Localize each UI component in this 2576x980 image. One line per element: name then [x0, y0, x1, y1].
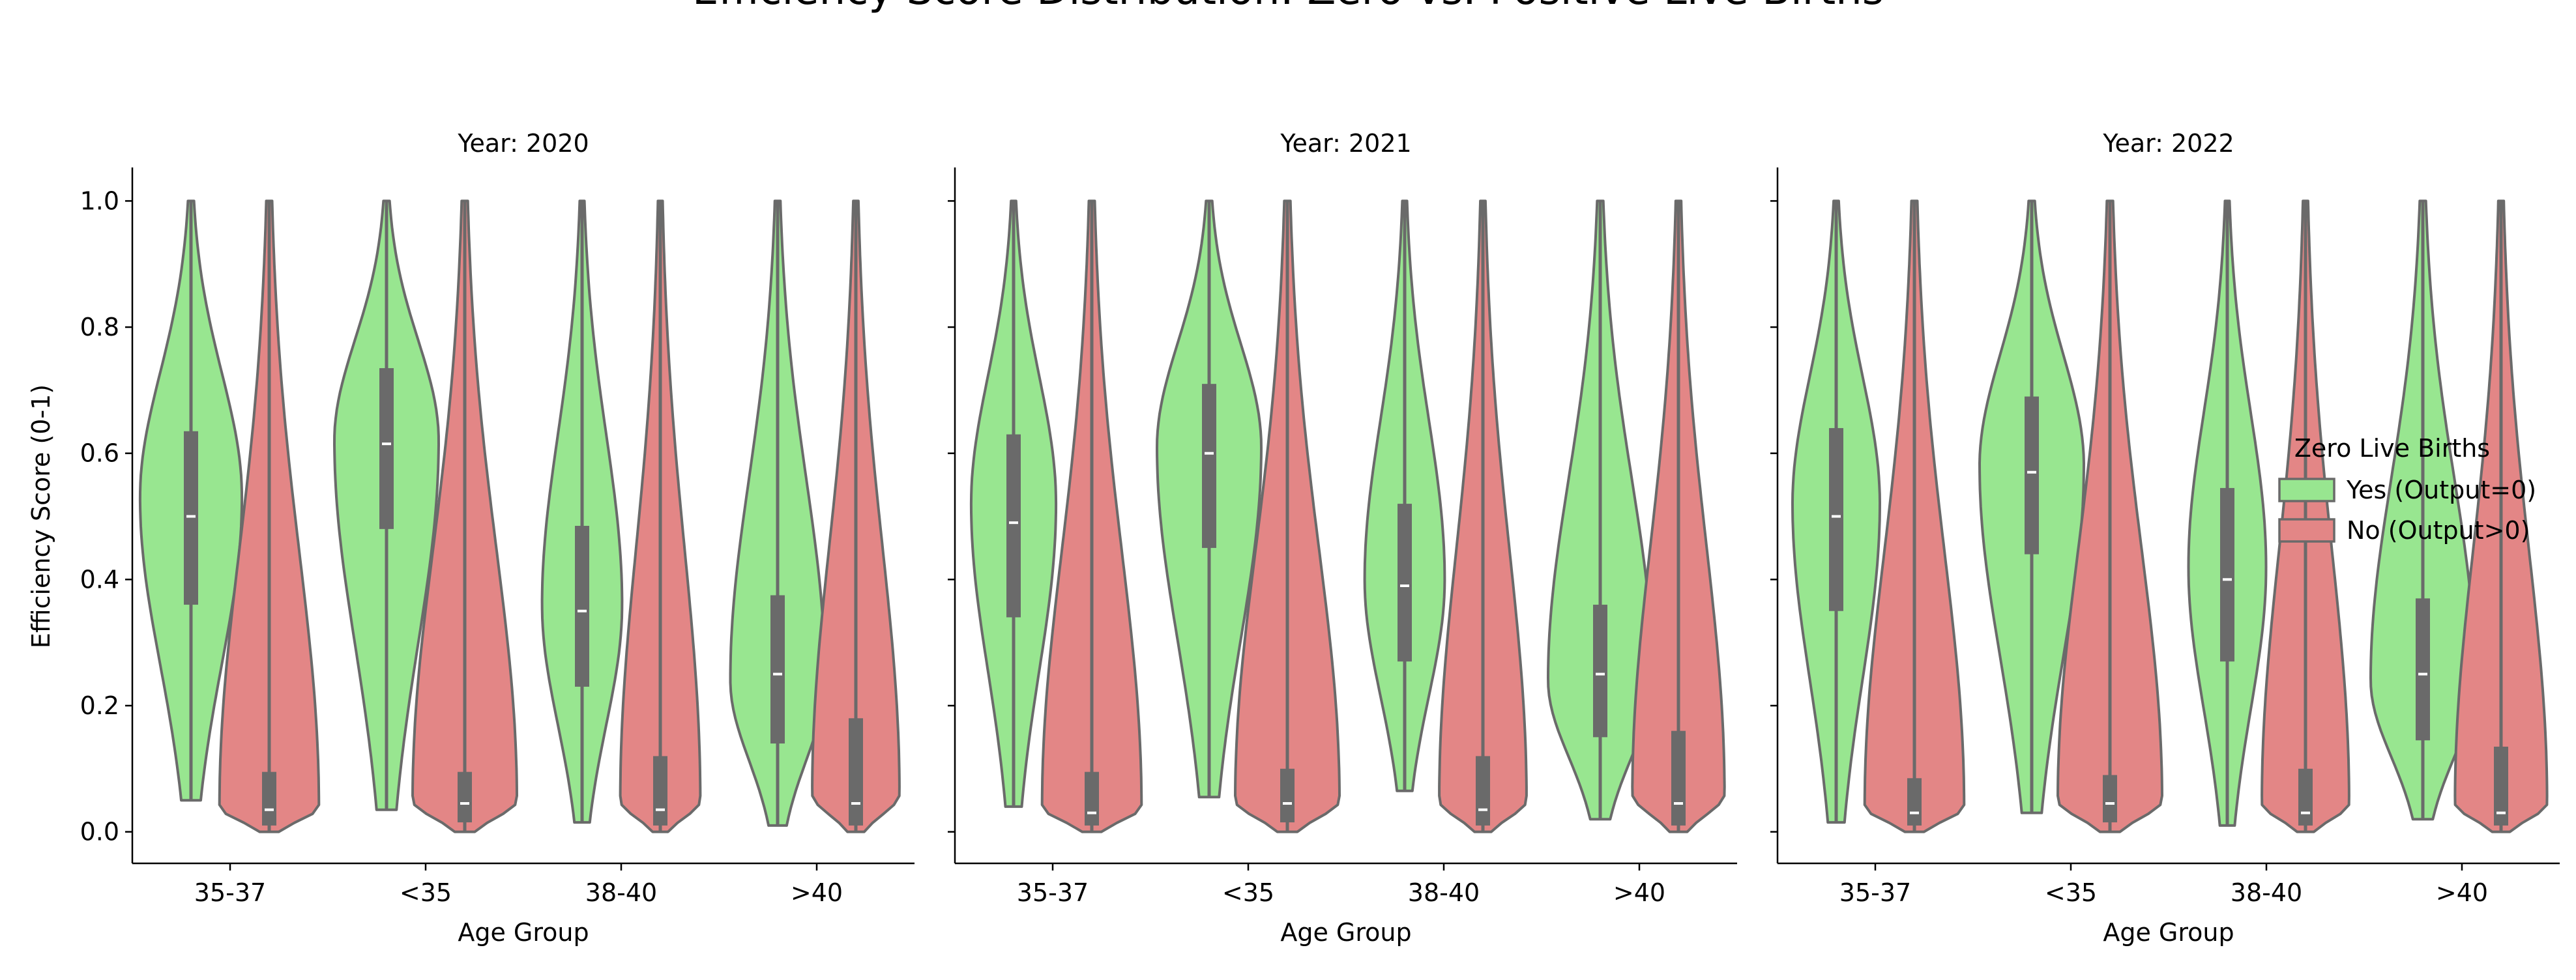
violin-group [2187, 199, 2268, 827]
y-axis-label: Efficiency Score (0-1) [27, 384, 55, 648]
x-axis-label: Age Group [1280, 918, 1411, 947]
legend-entry-yes: Yes (Output=0) [2278, 476, 2536, 504]
violin-iqr-box [1907, 778, 1922, 826]
violin-iqr-box [2025, 396, 2039, 555]
x-tick-label: 38-40 [1408, 878, 1480, 907]
violin-group [1863, 199, 1966, 833]
y-tick-label: 0.4 [80, 565, 119, 594]
violin-iqr-box [379, 368, 394, 529]
legend-swatch [2278, 518, 2335, 543]
chart-panels: Year: 2020 0.0 0.2 0.4 0.6 0.8 1.0 Efficiency S… [27, 129, 2560, 947]
violin-iqr-box [2220, 487, 2234, 662]
violin-series-no [1863, 199, 2549, 833]
x-tick-label: <35 [400, 878, 452, 907]
legend: Zero Live Births Yes (Output=0) No (Outpu… [2278, 434, 2536, 545]
y-tick-label: 0.6 [80, 439, 119, 468]
legend-swatch [2278, 478, 2335, 502]
violin-iqr-box [262, 771, 276, 826]
violin-iqr-box [1829, 427, 1843, 611]
x-tick-label: <35 [1222, 878, 1274, 907]
x-axis-label: Age Group [458, 918, 589, 947]
violin-group [1363, 199, 1446, 792]
violin-iqr-box [849, 718, 863, 826]
violin-group [333, 199, 440, 811]
violin-iqr-box [184, 431, 198, 605]
y-tick-label: 0.2 [80, 691, 119, 720]
violin-series-yes [138, 199, 827, 827]
violin-iqr-box [2494, 746, 2508, 826]
violin-group [969, 199, 1058, 808]
x-tick-label: 35-37 [1017, 878, 1089, 907]
violin-iqr-box [1006, 434, 1021, 618]
violin-iqr-box [575, 526, 589, 687]
legend-entry-no: No (Output>0) [2278, 516, 2530, 545]
violin-group [811, 199, 901, 833]
x-tick-label: 35-37 [1839, 878, 1911, 907]
x-tick-label: <35 [2045, 878, 2097, 907]
violin-iqr-box [1202, 384, 1216, 548]
chart-title: Efficiency Score Distribution: Zero vs. … [692, 0, 1884, 14]
violin-iqr-box [770, 595, 785, 744]
x-tick-label: >40 [791, 878, 843, 907]
violin-iqr-box [1280, 768, 1295, 823]
violin-series-yes [1791, 199, 2476, 827]
x-tick-label: >40 [1613, 878, 1665, 907]
violin-group [1791, 199, 1881, 824]
violin-group [729, 199, 827, 827]
violin-iqr-box [1593, 605, 1607, 738]
violin-group [218, 199, 321, 833]
violin-group [2261, 199, 2350, 833]
violin-group [1438, 199, 1528, 833]
violin-iqr-box [1476, 756, 1490, 826]
violin-series-no [218, 199, 901, 833]
violin-series-no [1040, 199, 1726, 833]
violin-iqr-box [2103, 775, 2117, 823]
violin-group [1156, 199, 1263, 799]
panel-1: Year: 2020 0.0 0.2 0.4 0.6 0.8 1.0 Efficiency S… [27, 129, 915, 947]
y-tick-label: 0.0 [80, 818, 119, 846]
violin-group [2453, 199, 2549, 833]
violin-group [411, 199, 518, 833]
x-tick-label: 35-37 [194, 878, 266, 907]
violin-iqr-box [1085, 771, 1099, 826]
y-tick-label: 0.8 [80, 313, 119, 341]
violin-iqr-box [2298, 768, 2313, 826]
panel-2: Year: 2021 35-37 <35 38-40 >40 Age Group [948, 129, 1737, 947]
violin-group [1040, 199, 1143, 833]
x-axis-label: Age Group [2103, 918, 2234, 947]
x-tick-label: >40 [2436, 878, 2488, 907]
panel-title: Year: 2022 [2102, 129, 2234, 158]
panel-3: Year: 2022 35-37 <35 38-40 >40 Age Group [1770, 129, 2560, 947]
panel-title: Year: 2021 [1280, 129, 1411, 158]
legend-label: Yes (Output=0) [2346, 476, 2536, 504]
y-tick-label: 1.0 [80, 186, 119, 215]
violin-iqr-box [2416, 598, 2430, 741]
legend-label: No (Output>0) [2347, 516, 2530, 545]
panel-title: Year: 2020 [457, 129, 589, 158]
violin-iqr-box [1671, 730, 1686, 826]
x-tick-label: 38-40 [585, 878, 657, 907]
legend-title: Zero Live Births [2294, 434, 2490, 463]
violin-group [1631, 199, 1726, 833]
violin-group [2056, 199, 2163, 833]
x-tick-label: 38-40 [2231, 878, 2302, 907]
violin-series-yes [969, 199, 1654, 821]
violin-iqr-box [1398, 504, 1412, 662]
violin-iqr-box [653, 756, 667, 826]
violin-iqr-box [458, 771, 472, 823]
violin-group [540, 199, 624, 824]
violin-group [619, 199, 702, 833]
violin-group [1234, 199, 1341, 833]
